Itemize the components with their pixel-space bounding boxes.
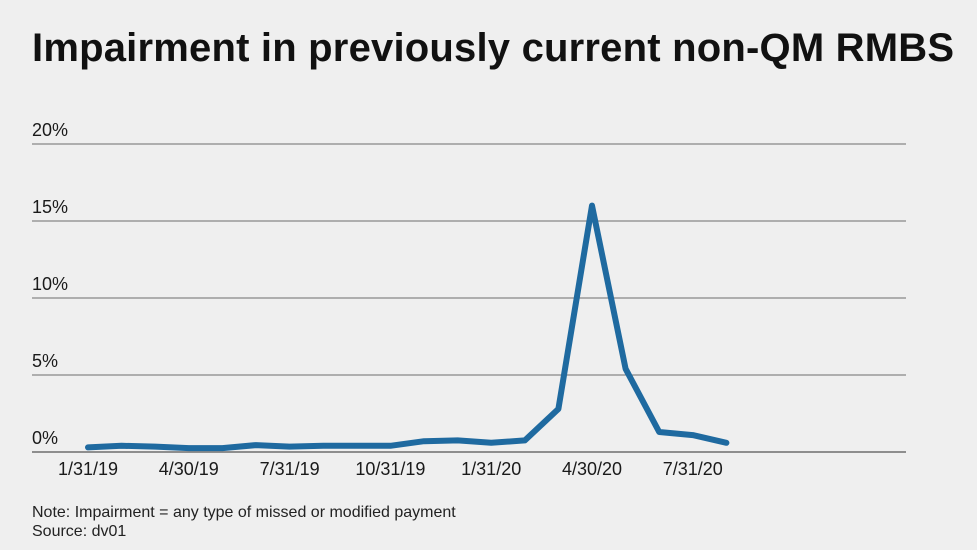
series-layer <box>85 202 730 452</box>
data-point <box>320 443 326 449</box>
x-tick-label: 1/31/19 <box>58 459 118 479</box>
data-point <box>387 443 393 449</box>
data-point <box>354 443 360 449</box>
chart-source: Source: dv01 <box>32 523 127 540</box>
series-line-0 <box>85 202 730 452</box>
y-axis-tick-labels: 0% 5% 10% 15% 20% <box>32 120 68 448</box>
data-point <box>623 366 629 372</box>
x-tick-label: 7/31/19 <box>260 459 320 479</box>
data-point <box>589 203 595 209</box>
chart-footer: Note: Impairment = any type of missed or… <box>32 503 456 541</box>
data-point <box>152 444 158 450</box>
x-tick-label: 1/31/20 <box>461 459 521 479</box>
chart-title: Impairment in previously current non-QM … <box>32 26 955 70</box>
data-point <box>656 429 662 435</box>
x-tick-label: 4/30/19 <box>159 459 219 479</box>
data-point <box>253 442 259 448</box>
data-point <box>186 445 192 451</box>
y-tick-label: 5% <box>32 351 58 371</box>
y-tick-label: 15% <box>32 197 68 217</box>
y-tick-label: 10% <box>32 274 68 294</box>
data-point <box>119 443 125 449</box>
y-tick-label: 20% <box>32 120 68 140</box>
data-point <box>455 437 461 444</box>
data-point <box>522 437 528 444</box>
x-axis-tick-labels: 1/31/19 4/30/19 7/31/19 10/31/19 1/31/20 4/30… <box>58 459 723 479</box>
x-tick-label: 4/30/20 <box>562 459 622 479</box>
x-tick-label: 10/31/19 <box>355 459 425 479</box>
data-point <box>421 438 427 444</box>
data-point <box>85 444 91 450</box>
data-point <box>287 444 293 450</box>
data-point <box>555 406 562 412</box>
data-point <box>488 440 494 446</box>
y-tick-label: 0% <box>32 428 58 448</box>
x-tick-label: 7/31/20 <box>663 459 723 479</box>
data-point <box>219 445 225 451</box>
grid-lines <box>32 143 906 453</box>
data-point <box>723 440 730 446</box>
chart-note: Note: Impairment = any type of missed or… <box>32 504 456 521</box>
data-point <box>690 432 696 438</box>
